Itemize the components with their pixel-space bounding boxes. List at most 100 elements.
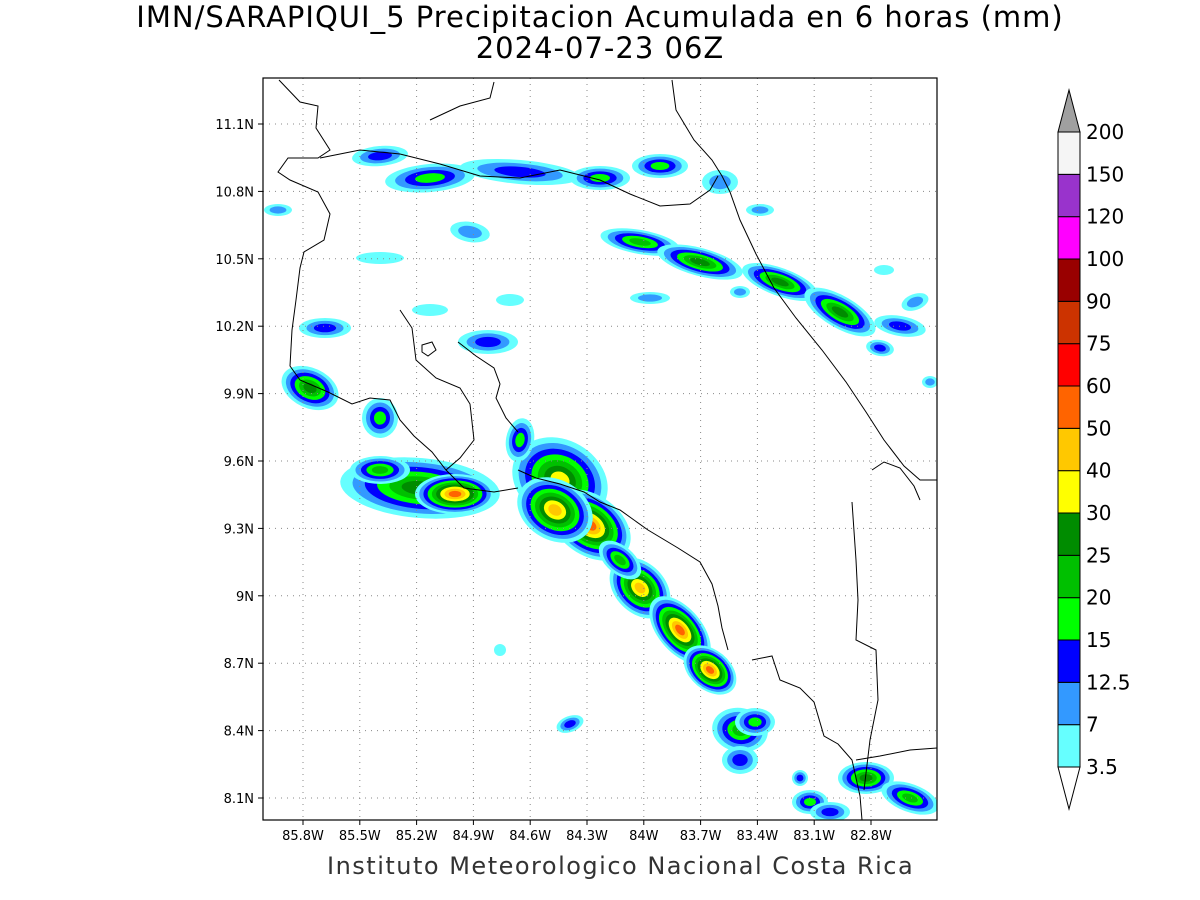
rain-cell [748,717,762,727]
lat-tick-label: 9N [236,590,254,605]
rain-cell [874,265,894,275]
legend-label: 20 [1086,586,1111,610]
legend-label: 100 [1086,247,1124,271]
rain-cell [494,166,546,178]
legend-label: 200 [1086,120,1124,144]
rain-cell [709,174,731,190]
rain-cell [548,504,562,516]
rain-cell [634,582,646,594]
legend-max-arrow [1057,88,1081,133]
nicaragua-border [319,149,719,207]
rain-cell [751,206,769,214]
lon-tick-label: 83.1W [793,829,835,844]
rain-cell [831,306,849,318]
burica-coast [855,747,937,761]
pacific-coastline-north [277,79,519,493]
legend-swatch [1057,681,1081,726]
rain-cell [650,162,670,170]
legend-swatch [1057,385,1081,429]
lat-tick-label: 11.1N [215,118,254,133]
rain-cell [732,754,748,766]
lat-tick-label: 10.5N [215,253,254,268]
lake-nicaragua-shore [429,81,495,121]
rain-cell [494,644,506,656]
legend-label: 30 [1086,501,1111,525]
rain-cell [902,793,918,803]
legend-label: 25 [1086,543,1111,567]
rain-cell [515,432,525,448]
rain-cell [458,225,482,239]
legend-swatch [1057,131,1081,175]
lat-tick-label: 8.1N [224,792,254,807]
legend-swatch [1057,216,1081,260]
central-pacific-coast [517,469,729,651]
map-title: IMN/SARAPIQUI_5 Precipitacion Acumulada … [0,2,1200,64]
rain-cell [448,490,462,498]
legend-swatch [1057,300,1081,345]
lat-tick-label: 9.6N [224,455,254,470]
title-line-2: 2024-07-23 06Z [475,31,725,65]
legend-swatch [1057,639,1081,683]
legend-swatch [1057,554,1081,599]
lat-tick-label: 8.7N [224,657,254,672]
legend-swatch [1057,512,1081,556]
legend-label: 120 [1086,205,1124,229]
caribbean-coast [671,79,937,481]
rain-cell [906,296,924,308]
lat-tick-label: 10.2N [215,320,254,335]
coastlines [277,79,937,820]
rain-cell [475,336,501,348]
bocas-coast [871,461,921,501]
rain-cell [638,294,662,302]
lon-tick-label: 83.4W [736,829,778,844]
legend-label: 75 [1086,332,1111,356]
rain-cell [496,294,524,306]
rain-cell [590,174,610,182]
lat-tick-label: 10.8N [215,185,254,200]
lon-tick-label: 85.2W [396,829,438,844]
gulf-inner-coast [457,341,519,433]
footer-credit: Instituto Meteorologico Nacional Costa R… [327,852,915,880]
rain-cell [734,288,746,296]
lon-tick-label: 82.8W [850,829,892,844]
rain-cell [859,774,873,782]
lon-tick-label: 84.6W [509,829,551,844]
legend-label: 150 [1086,162,1124,186]
rain-cell [771,277,789,287]
rain-cell [269,206,287,214]
rain-cell [368,151,392,161]
rain-cell [796,774,804,782]
legend-label: 60 [1086,374,1111,398]
legend-label: 3.5 [1086,755,1118,779]
lon-tick-label: 84W [629,829,659,844]
rain-cell [356,252,404,264]
rain-cell [564,720,576,728]
lat-tick-label: 9.3N [224,522,254,537]
lon-tick-label: 83.7W [680,829,722,844]
legend-label: 50 [1086,416,1111,440]
lon-tick-label: 85.8W [282,829,324,844]
gulf-island [421,341,437,357]
legend-swatch [1057,597,1081,641]
rain-cell [690,257,710,267]
map-axes: 11.1N 10.8N 10.5N 10.2N 9.9N 9.6N 9.3N 9N 8.7N 8.… [215,118,892,844]
legend-swatch [1057,173,1081,218]
rain-cell [821,807,839,817]
rain-cell [675,624,685,636]
osa-peninsula-coast [751,655,863,820]
rain-cell [804,798,816,806]
title-line-1: IMN/SARAPIQUI_5 Precipitacion Acumulada … [136,0,1064,34]
rain-cell [629,238,651,246]
rain-cell [371,466,389,474]
plot-frame [262,77,938,821]
rain-cell [925,378,935,386]
nicoya-gulf-coast [399,309,475,471]
legend-swatch [1057,427,1081,472]
precipitation-field [264,145,937,820]
legend-label: 15 [1086,628,1111,652]
lat-tick-label: 8.4N [224,725,254,740]
rain-cell [614,554,626,566]
map-gridlines [263,78,937,820]
rain-cell [313,323,337,333]
